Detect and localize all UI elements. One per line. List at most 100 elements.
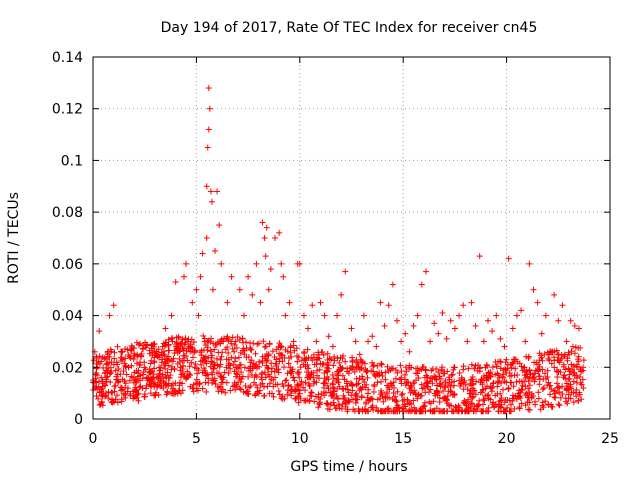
data-point — [547, 348, 554, 355]
data-point — [282, 312, 289, 319]
data-point — [131, 369, 138, 376]
data-point — [398, 338, 405, 345]
data-point-band — [111, 355, 118, 362]
data-point-band — [183, 375, 190, 382]
data-point-band — [488, 385, 495, 392]
data-point-band — [118, 398, 125, 405]
data-point-band — [573, 374, 580, 381]
data-point-band — [322, 380, 329, 387]
data-point-band — [388, 408, 395, 415]
data-point — [342, 268, 349, 275]
data-point-band — [430, 398, 437, 405]
data-point-band — [542, 398, 549, 405]
data-point-band — [293, 345, 300, 352]
data-point — [176, 359, 183, 366]
data-point-band — [422, 380, 429, 387]
data-point-band — [265, 365, 272, 372]
data-point-band — [579, 376, 586, 383]
data-point-band — [308, 389, 315, 396]
data-point-band — [575, 353, 582, 360]
data-point-band — [525, 353, 532, 360]
data-point-band — [172, 347, 179, 354]
data-point — [460, 302, 467, 309]
data-point-band — [351, 408, 358, 415]
data-point — [267, 266, 274, 273]
data-point-band — [135, 390, 142, 397]
data-point-band — [225, 370, 232, 377]
data-point-band — [494, 383, 501, 390]
data-point-band — [556, 402, 563, 409]
data-point-band — [391, 384, 398, 391]
data-point-band — [123, 371, 130, 378]
data-point — [410, 322, 417, 329]
data-point-band — [547, 391, 554, 398]
data-point-band — [246, 384, 253, 391]
data-point-band — [508, 379, 515, 386]
data-point-band — [118, 387, 125, 394]
data-point — [451, 325, 458, 332]
data-point — [205, 85, 212, 92]
data-point — [156, 364, 163, 371]
data-point-band — [128, 342, 135, 349]
data-point-band — [162, 365, 169, 372]
data-point-band — [380, 398, 387, 405]
data-point-band — [105, 388, 112, 395]
data-point-band — [227, 387, 234, 394]
data-point-band — [417, 392, 424, 399]
data-point-band — [308, 354, 315, 361]
data-point-band — [364, 374, 371, 381]
data-point — [160, 384, 167, 391]
data-point-band — [210, 365, 217, 372]
data-point-band — [121, 390, 128, 397]
data-point-band — [378, 378, 385, 385]
data-point-band — [478, 376, 485, 383]
data-point-band — [521, 364, 528, 371]
data-point — [278, 260, 285, 267]
data-point-band — [465, 365, 472, 372]
data-point-band — [173, 341, 180, 348]
data-point-band — [139, 375, 146, 382]
data-point-band — [538, 354, 545, 361]
data-point-band — [371, 383, 378, 390]
data-point — [110, 302, 117, 309]
data-point-band — [531, 378, 538, 385]
data-point-band — [126, 377, 133, 384]
data-point — [373, 343, 380, 350]
data-point — [406, 348, 413, 355]
data-point-band — [525, 394, 532, 401]
data-point — [385, 302, 392, 309]
data-point-band — [475, 362, 482, 369]
data-point-band — [304, 346, 311, 353]
data-point-band — [570, 399, 577, 406]
data-point-band — [152, 391, 159, 398]
data-point-band — [426, 389, 433, 396]
data-point-band — [429, 375, 436, 382]
data-point-band — [303, 369, 310, 376]
data-point-band — [554, 374, 561, 381]
data-point-band — [437, 375, 444, 382]
data-point — [313, 338, 320, 345]
data-point-band — [481, 397, 488, 404]
data-point-band — [305, 365, 312, 372]
data-point-band — [440, 388, 447, 395]
data-point-band — [208, 369, 215, 376]
data-point-band — [235, 354, 242, 361]
data-point-band — [514, 392, 521, 399]
data-point-band — [496, 398, 503, 405]
data-point — [468, 299, 475, 306]
data-point-band — [370, 368, 377, 375]
data-point-band — [403, 368, 410, 375]
data-point-band — [273, 360, 280, 367]
data-point-band — [149, 349, 156, 356]
data-point — [286, 299, 293, 306]
data-point-band — [339, 385, 346, 392]
data-point-band — [427, 407, 434, 414]
data-point — [439, 309, 446, 316]
data-point-band — [348, 392, 355, 399]
data-point-band — [310, 351, 317, 358]
data-point — [381, 322, 388, 329]
data-point-band — [266, 390, 273, 397]
data-point-band — [331, 388, 338, 395]
data-point-band — [510, 383, 517, 390]
data-point-band — [243, 339, 250, 346]
